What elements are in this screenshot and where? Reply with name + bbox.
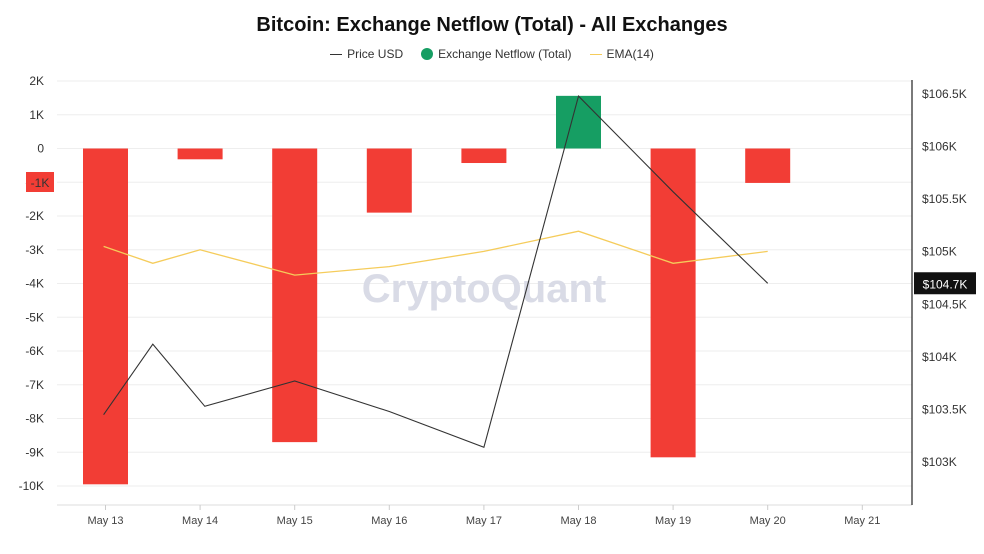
y-left-tick-label: -9K [25,445,44,459]
y-left-tick-label: -6K [25,344,44,358]
y-right-tick-label: $103K [922,455,957,469]
netflow-bar [745,148,791,183]
price-line [103,95,769,449]
left-edge-marker [26,172,54,192]
x-tick-label: May 13 [87,515,123,527]
legend-item-ema[interactable]: EMA(14) [589,47,654,61]
netflow-bar [366,148,412,213]
y-right-tick-label: $103.5K [922,402,967,416]
y-left-tick-label: 1K [29,108,44,122]
y-left-tick-label: 2K [29,74,44,88]
x-tick-label: May 14 [182,515,218,527]
x-tick-label: May 21 [844,515,880,527]
netflow-bar [83,148,128,485]
netflow-bar [461,148,507,164]
y-left-tick-label: 0 [37,142,44,156]
ema-line [103,230,768,276]
x-tick-label: May 15 [277,515,313,527]
y-left-tick-label: -2K [25,209,44,223]
y-right-tick-label: $104K [922,350,957,364]
legend-item-netflow[interactable]: Exchange Netflow (Total) [421,47,572,61]
netflow-bar [177,148,223,160]
y-right-tick-label: $105K [922,245,957,259]
legend-price-label: Price USD [347,47,404,61]
x-tick-label: May 20 [750,515,786,527]
y-left-tick-label: -7K [25,378,44,392]
x-tick-label: May 19 [655,515,691,527]
legend-price-line-icon [330,53,343,55]
left-edge-marker-label: -1K [31,176,50,190]
x-tick-label: May 18 [560,515,596,527]
legend-netflow-dot-icon [421,48,434,60]
y-left-tick-label: -4K [25,277,44,291]
y-left-tick-label: -10K [19,479,44,493]
netflow-bar [556,95,601,149]
y-left-tick-label: -3K [25,243,44,257]
x-tick-label: May 17 [466,515,502,527]
y-right-tick-label: $104.5K [922,297,967,311]
x-tick-label: May 16 [371,515,407,527]
y-left-tick-label: -5K [25,310,44,324]
legend-item-price[interactable]: Price USD [330,47,403,61]
y-right-tick-label: $106K [922,140,957,154]
netflow-bar [272,148,318,443]
legend-ema-line-icon [589,53,602,55]
legend-ema-label: EMA(14) [606,47,654,61]
watermark-logo: CryptoQuant [362,267,606,311]
y-right-tick-label: $106.5K [922,87,967,101]
legend-netflow-label: Exchange Netflow (Total) [438,47,572,61]
chart-legend: Price USD Exchange Netflow (Total) EMA(1… [0,47,984,61]
current-price-label: $104.7K [923,277,968,291]
y-left-tick-label: -8K [25,412,44,426]
current-price-badge [914,272,976,295]
netflow-bar [650,148,696,458]
y-right-tick-label: $105.5K [922,192,967,206]
chart-title: Bitcoin: Exchange Netflow (Total) - All … [256,14,728,36]
